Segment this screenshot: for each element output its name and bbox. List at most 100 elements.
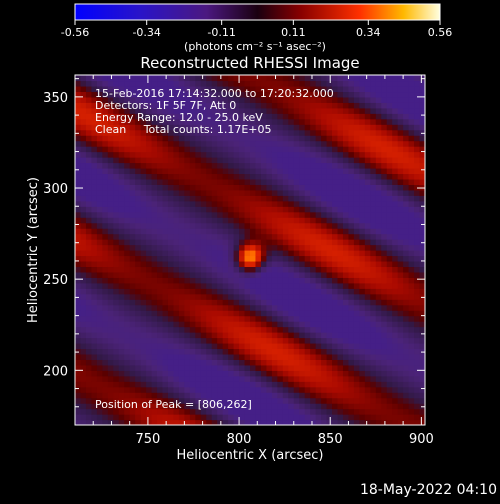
heatmap-pixel	[124, 403, 131, 410]
heatmap-pixel	[167, 85, 175, 93]
heatmap-pixel	[217, 414, 224, 421]
heatmap-pixel	[419, 260, 425, 268]
heatmap-pixel	[184, 419, 191, 425]
heatmap-pixel	[299, 282, 306, 289]
heatmap-pixel	[118, 299, 125, 306]
heatmap-pixel	[80, 85, 87, 93]
heatmap-pixel	[408, 129, 415, 136]
heatmap-pixel	[233, 381, 240, 388]
heatmap-pixel	[288, 233, 295, 240]
heatmap-pixel	[96, 337, 103, 344]
heatmap-pixel	[75, 326, 82, 333]
heatmap-pixel	[233, 178, 240, 185]
heatmap-pixel	[151, 359, 158, 366]
heatmap-pixel	[167, 310, 175, 317]
heatmap-pixel	[342, 135, 350, 142]
heatmap-pixel	[222, 255, 229, 262]
heatmap-pixel	[195, 282, 202, 289]
heatmap-pixel	[140, 277, 147, 284]
heatmap-pixel	[304, 315, 311, 322]
heatmap-pixel	[282, 118, 289, 125]
heatmap-pixel	[118, 332, 125, 339]
heatmap-pixel	[375, 244, 382, 251]
heatmap-pixel	[222, 162, 229, 169]
heatmap-pixel	[321, 75, 328, 82]
heatmap-pixel	[414, 85, 421, 93]
heatmap-pixel	[124, 211, 131, 218]
heatmap-pixel	[129, 178, 136, 185]
heatmap-pixel	[184, 277, 191, 284]
heatmap-pixel	[342, 250, 350, 257]
heatmap-pixel	[91, 96, 98, 103]
heatmap-pixel	[75, 113, 82, 120]
heatmap-pixel	[408, 80, 415, 87]
heatmap-pixel	[239, 255, 246, 262]
heatmap-pixel	[217, 233, 224, 240]
heatmap-pixel	[337, 381, 344, 388]
heatmap-pixel	[184, 124, 191, 131]
heatmap-pixel	[342, 342, 350, 350]
heatmap-pixel	[408, 414, 415, 421]
heatmap-pixel	[282, 364, 289, 371]
heatmap-pixel	[293, 206, 300, 213]
heatmap-pixel	[255, 80, 262, 87]
heatmap-pixel	[359, 266, 366, 273]
heatmap-pixel	[375, 386, 382, 393]
heatmap-pixel	[342, 419, 350, 425]
heatmap-pixel	[233, 321, 240, 328]
heatmap-pixel	[75, 359, 82, 366]
heatmap-pixel	[370, 244, 377, 251]
heatmap-pixel	[118, 277, 125, 284]
heatmap-pixel	[250, 370, 257, 377]
heatmap-pixel	[375, 271, 382, 278]
heatmap-pixel	[195, 233, 202, 240]
heatmap-pixel	[244, 206, 251, 213]
heatmap-pixel	[173, 397, 180, 404]
heatmap-pixel	[337, 173, 344, 180]
heatmap-pixel	[140, 326, 147, 333]
heatmap-pixel	[146, 195, 153, 202]
heatmap-pixel	[195, 348, 202, 355]
heatmap-pixel	[96, 359, 103, 366]
heatmap-pixel	[288, 178, 295, 185]
heatmap-pixel	[353, 386, 360, 393]
heatmap-pixel	[304, 96, 311, 103]
heatmap-pixel	[342, 414, 350, 421]
heatmap-pixel	[255, 255, 262, 262]
heatmap-pixel	[386, 135, 393, 142]
x-tick-label: 750	[136, 432, 161, 447]
heatmap-pixel	[397, 364, 404, 371]
heatmap-pixel	[211, 129, 218, 136]
heatmap-pixel	[271, 113, 278, 120]
heatmap-pixel	[326, 184, 333, 191]
heatmap-pixel	[85, 315, 93, 322]
heatmap-pixel	[135, 178, 142, 185]
heatmap-pixel	[271, 397, 278, 404]
heatmap-pixel	[282, 310, 289, 317]
heatmap-pixel	[255, 91, 262, 98]
heatmap-pixel	[118, 118, 125, 125]
heatmap-pixel	[233, 184, 240, 191]
heatmap-pixel	[222, 392, 229, 399]
heatmap-pixel	[271, 375, 278, 382]
heatmap-pixel	[113, 129, 120, 136]
heatmap-pixel	[206, 310, 213, 317]
heatmap-pixel	[310, 85, 317, 93]
heatmap-pixel	[408, 326, 415, 333]
heatmap-pixel	[200, 397, 207, 404]
heatmap-pixel	[135, 157, 142, 164]
heatmap-pixel	[184, 211, 191, 218]
heatmap-pixel	[217, 157, 224, 164]
heatmap-pixel	[162, 107, 169, 114]
heatmap-pixel	[146, 293, 153, 300]
heatmap-pixel	[107, 151, 114, 158]
heatmap-pixel	[342, 195, 350, 202]
heatmap-pixel	[348, 173, 355, 180]
heatmap-pixel	[167, 271, 175, 278]
heatmap-pixel	[255, 299, 262, 306]
heatmap-pixel	[195, 189, 202, 196]
heatmap-pixel	[370, 359, 377, 366]
heatmap-pixel	[118, 293, 125, 300]
heatmap-pixel	[211, 178, 218, 185]
heatmap-pixel	[250, 414, 257, 421]
